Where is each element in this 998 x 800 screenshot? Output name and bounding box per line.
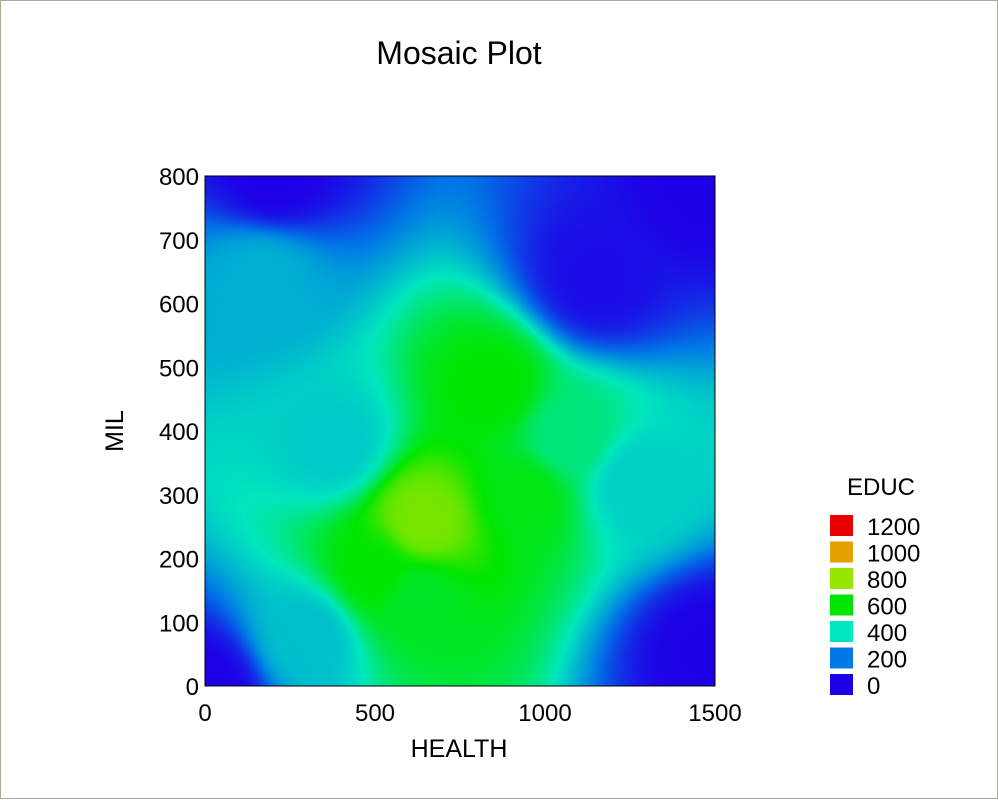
y-tick-label: 300 (159, 483, 199, 510)
legend-swatch (830, 647, 853, 669)
y-tick-label: 0 (186, 674, 199, 701)
legend-label: 200 (867, 647, 907, 674)
legend-title: EDUC (847, 474, 915, 501)
y-tick-label: 500 (159, 355, 199, 382)
y-axis-title: MIL (101, 410, 129, 452)
plot-area (204, 175, 716, 687)
legend-swatch (830, 568, 853, 589)
legend-swatch (830, 674, 853, 695)
chart-title: Mosaic Plot (376, 35, 542, 71)
y-tick-label: 100 (159, 610, 199, 637)
legend-swatch (830, 515, 853, 536)
heatmap-surface (205, 176, 715, 686)
y-tick-label: 400 (159, 419, 199, 446)
legend-label: 0 (867, 673, 880, 700)
y-axis-ticks: 0 100 200 300 400 500 600 700 800 (159, 164, 199, 701)
legend-label: 600 (867, 594, 907, 621)
x-tick-label: 1500 (688, 700, 741, 727)
legend-swatch (830, 621, 853, 642)
x-axis-ticks: 0 500 1000 1500 (198, 700, 741, 727)
legend-label: 800 (867, 567, 907, 594)
legend-label: 1200 (867, 514, 920, 541)
y-tick-label: 600 (159, 292, 199, 319)
x-axis-title: HEALTH (411, 735, 508, 763)
y-tick-label: 700 (159, 228, 199, 255)
x-tick-label: 500 (355, 700, 395, 727)
y-tick-label: 200 (159, 547, 199, 574)
y-tick-label: 800 (159, 164, 199, 191)
legend-label: 1000 (867, 541, 920, 568)
plot-border (204, 175, 716, 687)
legend-swatch (830, 594, 853, 616)
x-tick-label: 0 (198, 700, 211, 727)
x-tick-label: 1000 (518, 700, 571, 727)
legend-label: 400 (867, 620, 907, 647)
heatmap-canvas (205, 176, 715, 686)
legend-swatch (830, 541, 853, 563)
